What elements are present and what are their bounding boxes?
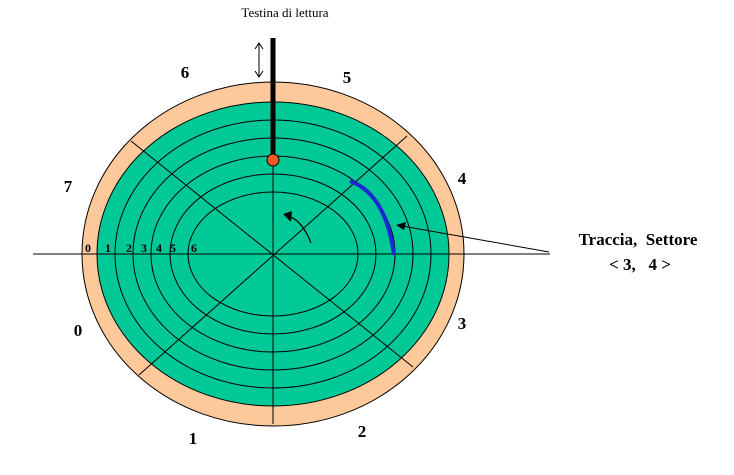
track-label-1: 1	[105, 241, 111, 255]
track-label-4: 4	[156, 241, 162, 255]
track-label-3: 3	[141, 241, 147, 255]
sector-label-0: 0	[74, 321, 83, 340]
track-label-5: 5	[170, 241, 176, 255]
sector-label-4: 4	[458, 169, 467, 188]
sector-label-2: 2	[358, 422, 367, 441]
head-label: Testina di lettura	[241, 5, 328, 20]
head-movement-arrow-icon	[255, 43, 263, 77]
sector-label-3: 3	[458, 314, 467, 333]
sector-label-1: 1	[189, 429, 198, 448]
callout-line-2: < 3, 4 >	[609, 255, 671, 274]
read-head-tip	[267, 154, 279, 166]
track-label-2: 2	[126, 241, 132, 255]
sector-label-5: 5	[343, 68, 352, 87]
sector-label-6: 6	[181, 63, 190, 82]
sector-label-7: 7	[64, 177, 73, 196]
track-label-0: 0	[85, 241, 91, 255]
track-label-6: 6	[191, 241, 197, 255]
callout-line-1: Traccia, Settore	[579, 230, 698, 249]
